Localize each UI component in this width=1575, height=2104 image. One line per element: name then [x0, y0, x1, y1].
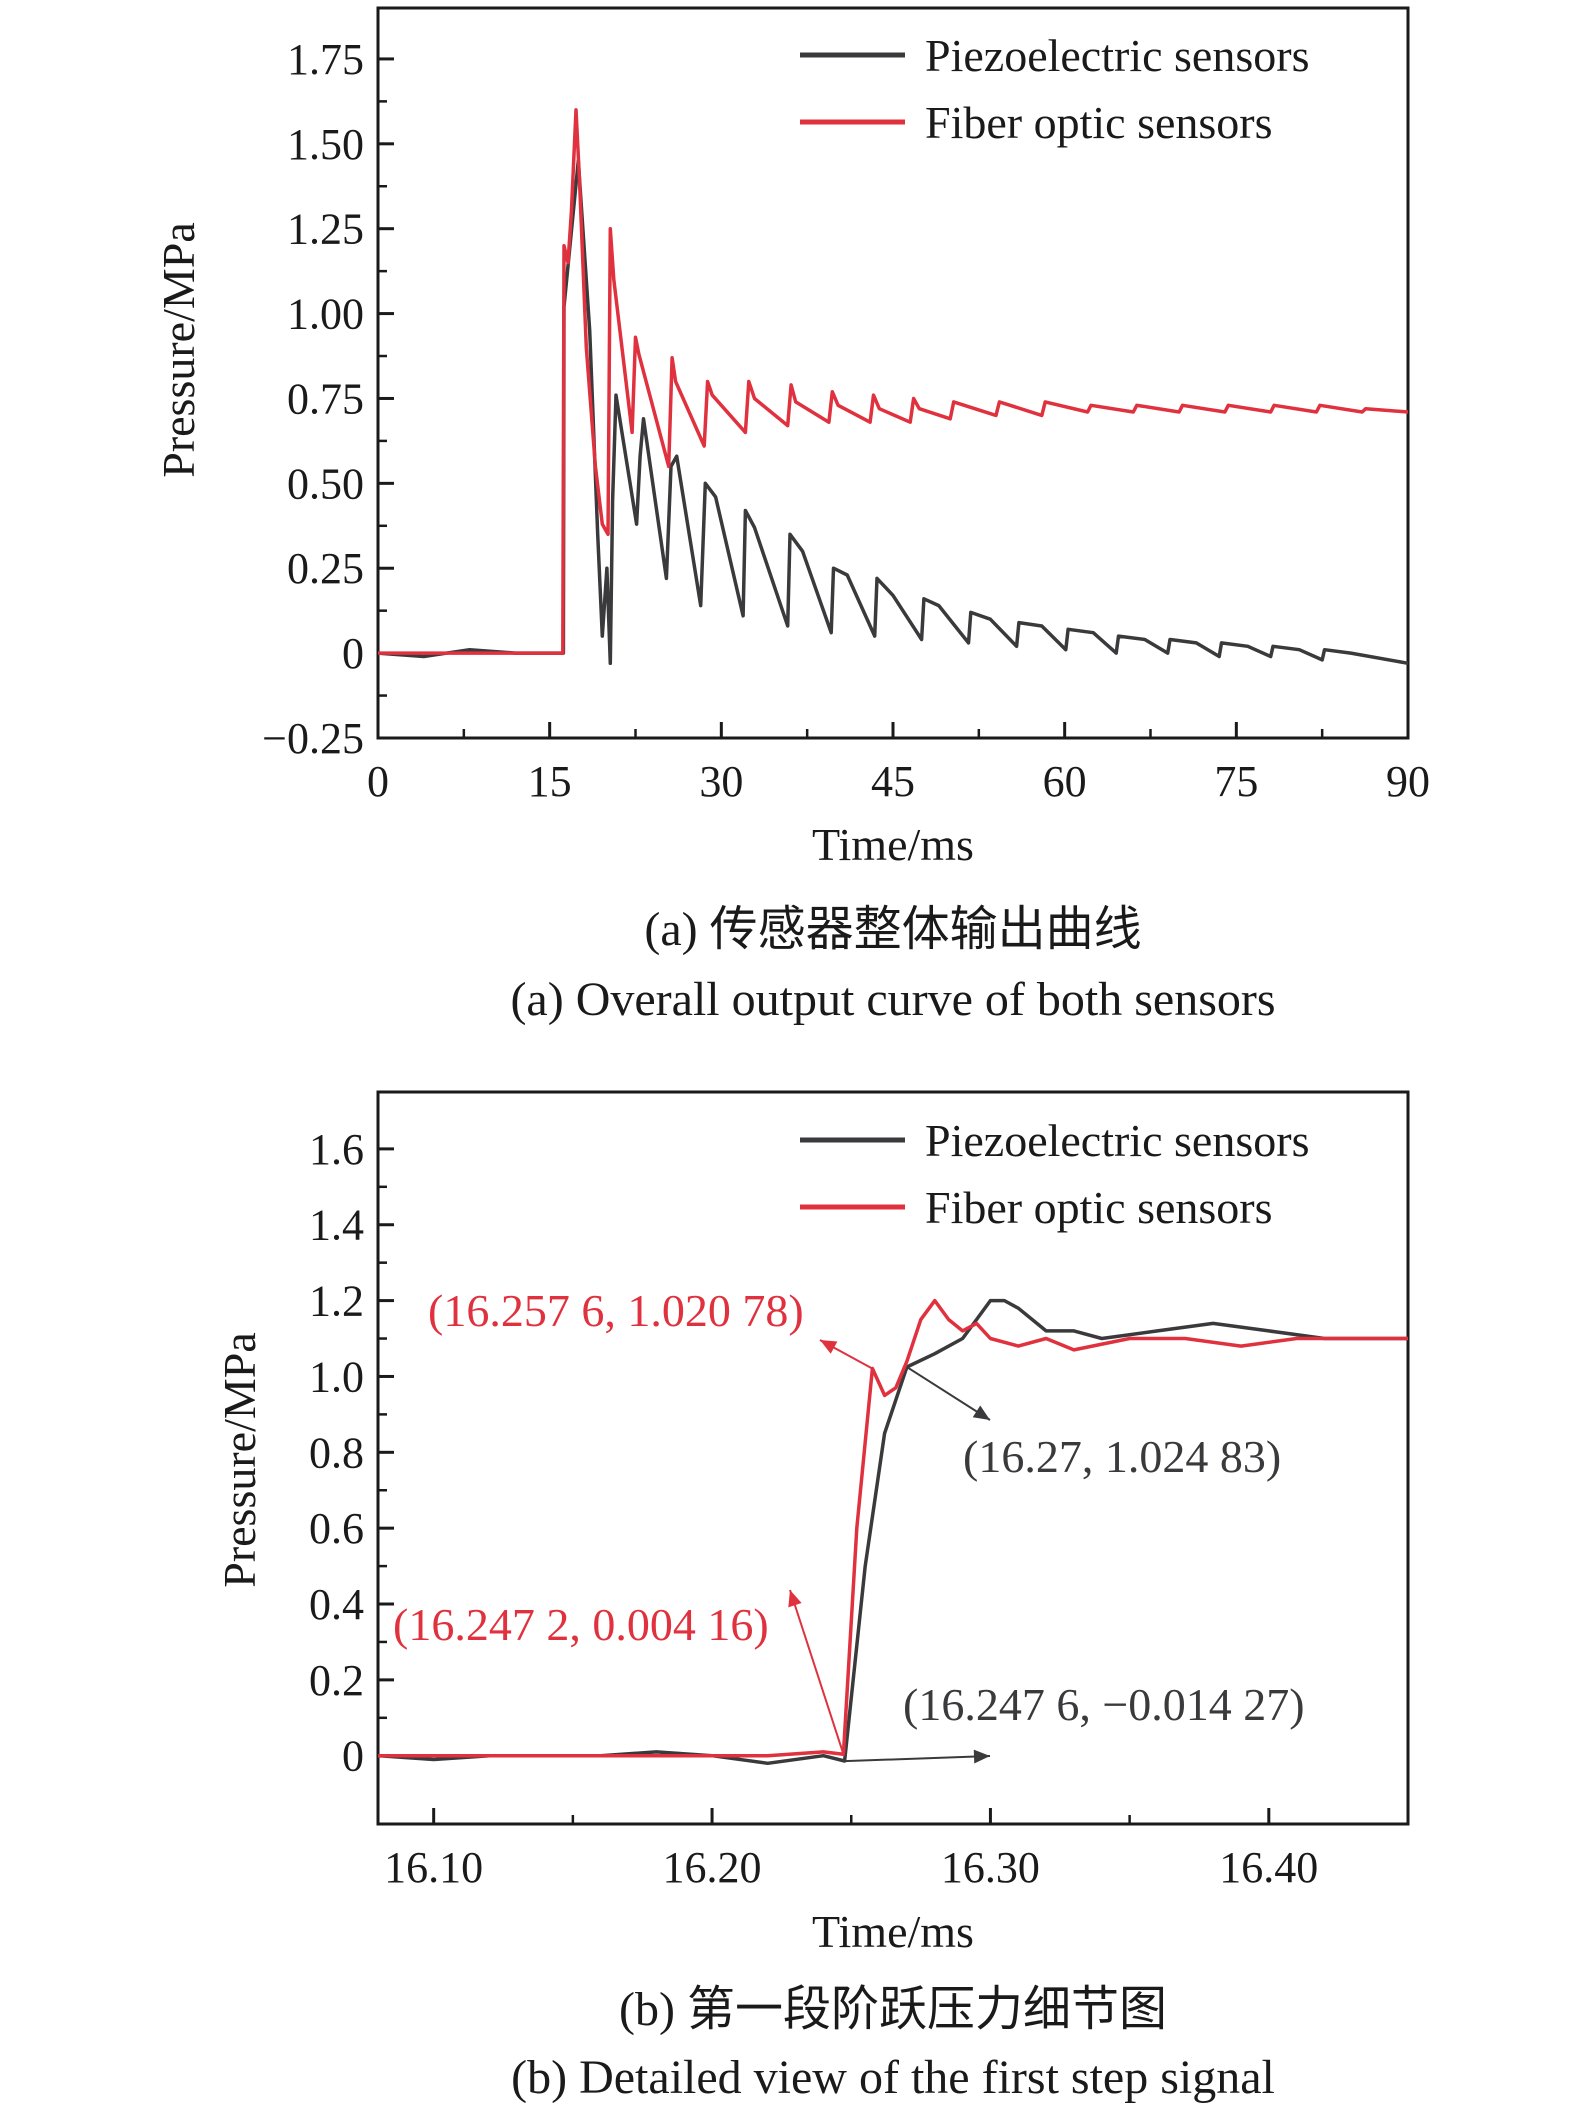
chart-b: 16.10 16.20 16.30 16.40 0 0.2 0.4 0.6 0.8 1.0 1.2 1… — [214, 1090, 1410, 2104]
y-tick-label-a: 1.25 — [287, 205, 364, 254]
legend-label-piezo-b: Piezoelectric sensors — [925, 1115, 1309, 1166]
y-tick-label-b: 0.8 — [309, 1428, 364, 1477]
y-axis-title-b: Pressure/MPa — [214, 1332, 265, 1588]
plot-frame-b — [376, 1090, 1410, 1826]
y-tick-label-a: 0.75 — [287, 374, 364, 423]
annotation-arrow-line — [906, 1366, 991, 1421]
caption-b-zh: (b) 第一段阶跃压力细节图 — [619, 1983, 1167, 2036]
annotation-arrows-b — [788, 1339, 991, 1764]
annotation-arrow-head — [820, 1340, 838, 1354]
annotation-piezo-peak: (16.27, 1.024 83) — [963, 1431, 1281, 1482]
annotation-fiber-start: (16.247 2, 0.004 16) — [393, 1599, 769, 1650]
x-axis-title-b: Time/ms — [812, 1906, 974, 1957]
x-tick-label-a: 0 — [367, 757, 389, 806]
y-tick-label-b: 1.2 — [309, 1277, 364, 1326]
y-tick-label-b: 0.2 — [309, 1656, 364, 1705]
x-tick-label-a: 45 — [871, 757, 915, 806]
legend-a: Piezoelectric sensors Fiber optic sensor… — [800, 30, 1309, 148]
annotation-arrow-line — [844, 1755, 991, 1763]
legend-b: Piezoelectric sensors Fiber optic sensor… — [800, 1115, 1309, 1233]
y-tick-label-a: 0.25 — [287, 544, 364, 593]
y-tick-label-b: 0 — [342, 1732, 364, 1781]
x-tick-label-a: 30 — [699, 757, 743, 806]
y-tick-label-b: 0.4 — [309, 1580, 364, 1629]
x-tick-label-a: 90 — [1386, 757, 1430, 806]
series-line-piezo-a — [377, 159, 1409, 666]
caption-b-en: (b) Detailed view of the first step sign… — [511, 2051, 1275, 2104]
y-tick-label-b: 1.6 — [309, 1125, 364, 1174]
x-tick-label-b: 16.20 — [663, 1843, 762, 1892]
legend-label-piezo-a: Piezoelectric sensors — [925, 30, 1309, 81]
axis-ticks-a: 0 15 30 45 60 75 90−0.2500.250.500.751.001.251… — [262, 35, 1430, 806]
y-tick-label-a: 0 — [342, 629, 364, 678]
annotation-fiber-peak: (16.257 6, 1.020 78) — [428, 1285, 804, 1336]
x-tick-label-b: 16.10 — [384, 1843, 483, 1892]
axis-ticks-b: 16.10 16.20 16.30 16.40 0 0.2 0.4 0.6 0.8 1.0 1.2 1… — [309, 1125, 1410, 1892]
series-line-fiber-b — [378, 1298, 1408, 1758]
x-tick-label-b: 16.30 — [941, 1843, 1040, 1892]
y-tick-label-a: 1.75 — [287, 35, 364, 84]
annotation-arrow-line — [789, 1589, 845, 1755]
legend-label-fiber-b: Fiber optic sensors — [925, 1182, 1273, 1233]
y-tick-label-a: −0.25 — [262, 714, 364, 763]
annotation-arrow-head — [972, 1405, 990, 1420]
annotation-arrow-head — [973, 1749, 990, 1764]
y-tick-label-b: 0.6 — [309, 1504, 364, 1553]
chart-a: 0 15 30 45 60 75 90−0.2500.250.500.751.001.251… — [153, 6, 1430, 1026]
series-lines-a — [377, 108, 1409, 666]
series-lines-b — [377, 1298, 1408, 1766]
annotation-arrow-head — [788, 1590, 802, 1608]
x-tick-label-a: 75 — [1214, 757, 1258, 806]
x-axis-title-a: Time/ms — [812, 819, 974, 870]
legend-label-fiber-a: Fiber optic sensors — [925, 97, 1273, 148]
y-tick-label-b: 1.0 — [309, 1352, 364, 1401]
y-tick-label-a: 0.50 — [287, 459, 364, 508]
caption-a-en: (a) Overall output curve of both sensors — [510, 973, 1275, 1026]
x-tick-label-a: 60 — [1043, 757, 1087, 806]
caption-a-zh: (a) 传感器整体输出曲线 — [644, 903, 1141, 956]
annotation-piezo-start: (16.247 6, −0.014 27) — [903, 1679, 1305, 1730]
y-tick-label-b: 1.4 — [309, 1201, 364, 1250]
y-tick-label-a: 1.00 — [287, 290, 364, 339]
x-tick-label-a: 15 — [528, 757, 572, 806]
y-axis-title-a: Pressure/MPa — [153, 222, 204, 478]
series-line-fiber-a — [378, 108, 1409, 655]
y-tick-label-a: 1.50 — [287, 120, 364, 169]
x-tick-label-b: 16.40 — [1219, 1843, 1318, 1892]
